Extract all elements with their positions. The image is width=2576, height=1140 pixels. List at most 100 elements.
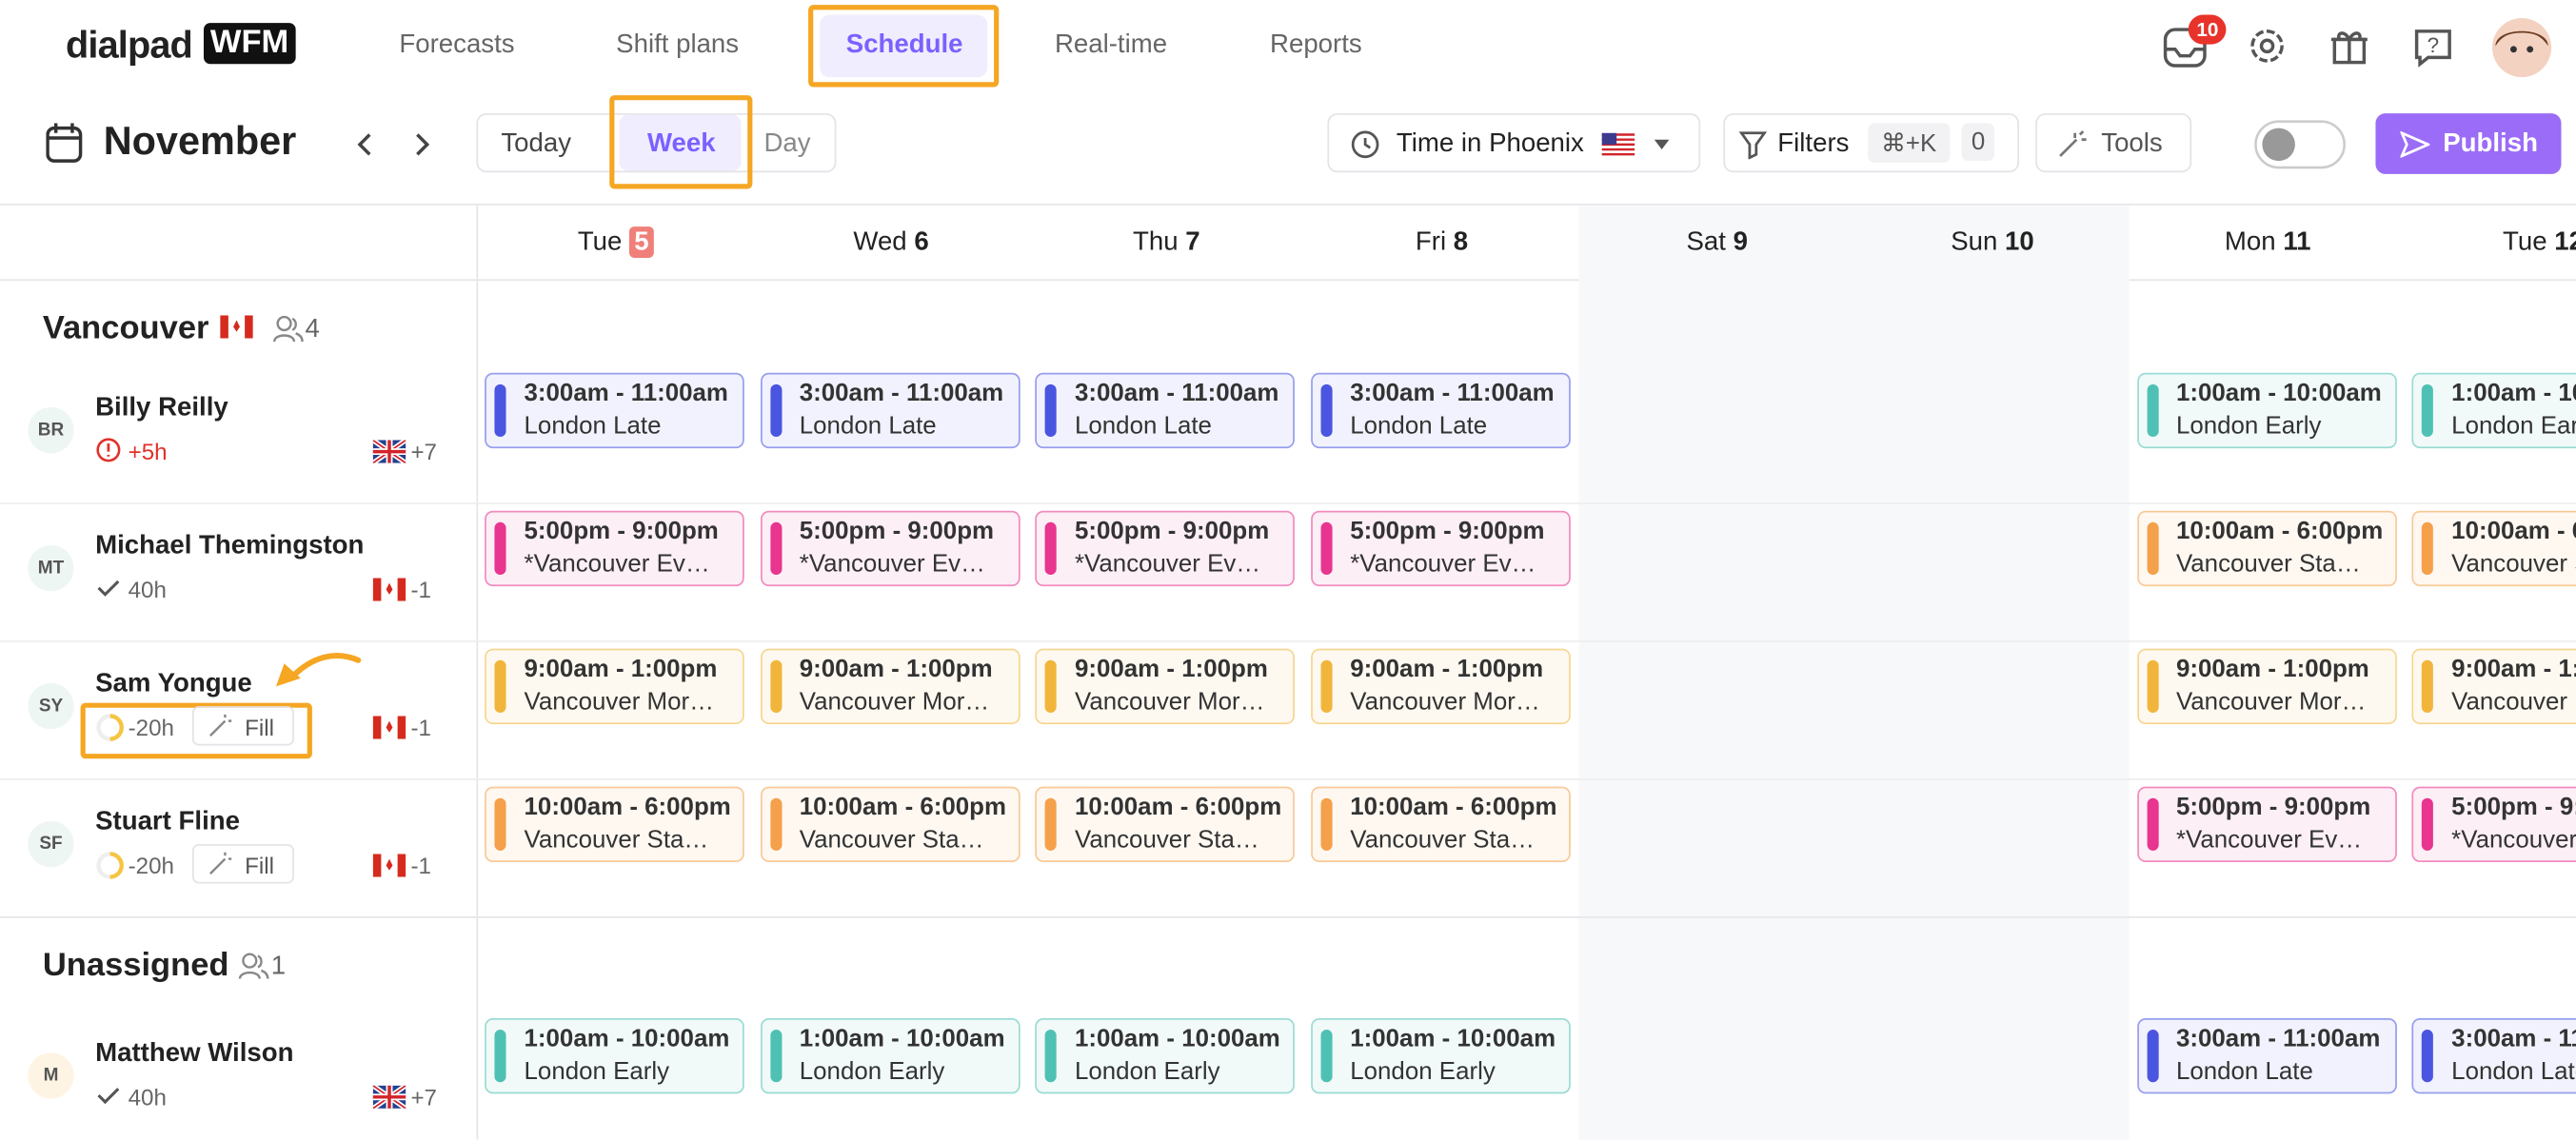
shift-accent	[2146, 659, 2158, 713]
shift-card[interactable]: 9:00am - 1:00pm Vancouver Mor…	[485, 648, 744, 725]
person-name[interactable]: Billy Reilly	[95, 394, 228, 423]
timezone-flag	[371, 438, 407, 472]
wand-icon	[2059, 130, 2087, 157]
shift-label: London Early	[799, 1057, 945, 1086]
inbox-icon[interactable]	[2162, 20, 2218, 72]
week-button[interactable]: Week	[646, 129, 716, 158]
shift-accent	[2146, 521, 2158, 576]
shift-time: 1:00am - 10:00am	[2175, 379, 2382, 407]
day-number: 12	[2554, 227, 2576, 257]
nav-item[interactable]: Schedule	[845, 30, 963, 60]
shift-card[interactable]: 9:00am - 1:00pm Vancouver Mor…	[2411, 648, 2576, 725]
shift-card[interactable]: 5:00pm - 9:00pm *Vancouver Ev…	[760, 510, 1020, 587]
divider	[0, 502, 2576, 504]
shift-accent	[1044, 797, 1057, 851]
shift-time: 3:00am - 11:00am	[2175, 1024, 2381, 1053]
shift-card[interactable]: 9:00am - 1:00pm Vancouver Mor…	[1310, 648, 1571, 725]
nav-item[interactable]: Reports	[1270, 30, 1362, 60]
day-button[interactable]: Day	[763, 129, 811, 158]
shift-time: 3:00am - 11:00am	[2451, 1024, 2576, 1053]
shift-accent	[2146, 383, 2158, 438]
shift-time: 10:00am - 6:00pm	[2175, 517, 2384, 545]
shift-accent	[1044, 521, 1057, 576]
timezone-flag	[371, 1083, 407, 1117]
status-hours: 40h	[128, 1084, 167, 1111]
status-icon	[95, 437, 122, 471]
person-name[interactable]: Stuart Fline	[95, 808, 240, 836]
shift-card[interactable]: 3:00am - 11:00am London Late	[760, 372, 1020, 449]
shift-card[interactable]: 10:00am - 6:00pm Vancouver Sta…	[2136, 510, 2397, 587]
shift-label: London Late	[799, 412, 937, 441]
settings-icon[interactable]	[2248, 27, 2290, 69]
annotation-box	[808, 5, 1000, 88]
toggle[interactable]	[2254, 120, 2347, 169]
shift-card[interactable]: 3:00am - 11:00am London Late	[2411, 1017, 2576, 1094]
nav-item[interactable]: Shift plans	[616, 30, 740, 60]
shift-time: 10:00am - 6:00pm	[799, 793, 1007, 821]
shift-time: 5:00pm - 9:00pm	[1074, 517, 1270, 545]
nav-item[interactable]: Real-time	[1054, 30, 1168, 60]
shift-card[interactable]: 5:00pm - 9:00pm *Vancouver Ev…	[2136, 786, 2397, 863]
shift-card[interactable]: 10:00am - 6:00pm Vancouver Sta…	[485, 786, 744, 863]
shift-label: Vancouver Sta…	[524, 826, 709, 855]
shift-time: 5:00pm - 9:00pm	[524, 517, 719, 545]
person-name[interactable]: Sam Yongue	[95, 670, 252, 698]
person-name[interactable]: Michael Themingston	[95, 532, 365, 560]
shift-card[interactable]: 9:00am - 1:00pm Vancouver Mor…	[1035, 648, 1296, 725]
timezone-label: Time in Phoenix	[1396, 129, 1584, 158]
user-avatar[interactable]	[2490, 16, 2553, 79]
timezone-select[interactable]	[1327, 113, 1701, 173]
shift-time: 1:00am - 10:00am	[1350, 1024, 1556, 1053]
us-flag-dropdown	[1601, 132, 1670, 156]
tools-button[interactable]	[2035, 113, 2192, 173]
shift-label: Vancouver Sta…	[2175, 550, 2361, 579]
shift-card[interactable]: 1:00am - 10:00am London Early	[485, 1017, 744, 1094]
nav-item[interactable]: Forecasts	[399, 30, 515, 60]
shift-card[interactable]: 1:00am - 10:00am London Early	[1310, 1017, 1571, 1094]
shift-label: Vancouver Mor…	[2175, 688, 2367, 717]
month-title: November	[103, 119, 297, 165]
filters-button[interactable]	[1723, 113, 2019, 173]
shift-card[interactable]: 10:00am - 6:00pm Vancouver Sta…	[2411, 510, 2576, 587]
fill-button[interactable]	[191, 706, 294, 746]
shift-card[interactable]: 3:00am - 11:00am London Late	[1035, 372, 1296, 449]
shift-card[interactable]: 9:00am - 1:00pm Vancouver Mor…	[2136, 648, 2397, 725]
group-count: 4	[305, 315, 320, 344]
divider	[0, 778, 2576, 780]
shift-card[interactable]: 10:00am - 6:00pm Vancouver Sta…	[1310, 786, 1571, 863]
shift-card[interactable]: 1:00am - 10:00am London Early	[2136, 372, 2397, 449]
logo[interactable]: dialpad	[66, 23, 193, 67]
shift-card[interactable]: 9:00am - 1:00pm Vancouver Mor…	[760, 648, 1020, 725]
day-name: Tue	[577, 227, 623, 257]
shift-card[interactable]: 3:00am - 11:00am London Late	[1310, 372, 1571, 449]
shift-card[interactable]: 1:00am - 10:00am London Early	[1035, 1017, 1296, 1094]
shift-time: 9:00am - 1:00pm	[1074, 655, 1268, 683]
fill-button[interactable]	[191, 844, 294, 884]
help-icon[interactable]: ?	[2411, 27, 2454, 69]
shift-card[interactable]: 5:00pm - 9:00pm *Vancouver Ev…	[1310, 510, 1571, 587]
shift-label: *Vancouver Ev…	[2451, 826, 2576, 855]
person-name[interactable]: Matthew Wilson	[95, 1039, 294, 1068]
shift-card[interactable]: 10:00am - 6:00pm Vancouver Sta…	[1035, 786, 1296, 863]
shift-card[interactable]: 10:00am - 6:00pm Vancouver Sta…	[760, 786, 1020, 863]
shift-card[interactable]: 5:00pm - 9:00pm *Vancouver Ev…	[485, 510, 744, 587]
shift-label: Vancouver Sta…	[1074, 826, 1259, 855]
shift-accent	[2422, 659, 2434, 713]
period-arrows[interactable]	[351, 129, 437, 159]
shift-label: Vancouver Mor…	[799, 688, 990, 717]
tools-label: Tools	[2101, 129, 2163, 158]
shift-label: London Late	[1074, 412, 1212, 441]
shift-accent	[1044, 659, 1057, 713]
shift-card[interactable]: 1:00am - 10:00am London Early	[2411, 372, 2576, 449]
shift-card[interactable]: 3:00am - 11:00am London Late	[485, 372, 744, 449]
gift-icon[interactable]	[2329, 25, 2372, 68]
status-icon	[95, 851, 125, 889]
shift-label: London Late	[524, 412, 662, 441]
today-button[interactable]: Today	[501, 129, 572, 158]
calendar-icon	[46, 123, 83, 163]
shift-label: Vancouver Mor…	[2451, 688, 2576, 717]
shift-card[interactable]: 5:00pm - 9:00pm *Vancouver Ev…	[2411, 786, 2576, 863]
shift-card[interactable]: 5:00pm - 9:00pm *Vancouver Ev…	[1035, 510, 1296, 587]
shift-card[interactable]: 1:00am - 10:00am London Early	[760, 1017, 1020, 1094]
shift-card[interactable]: 3:00am - 11:00am London Late	[2136, 1017, 2397, 1094]
